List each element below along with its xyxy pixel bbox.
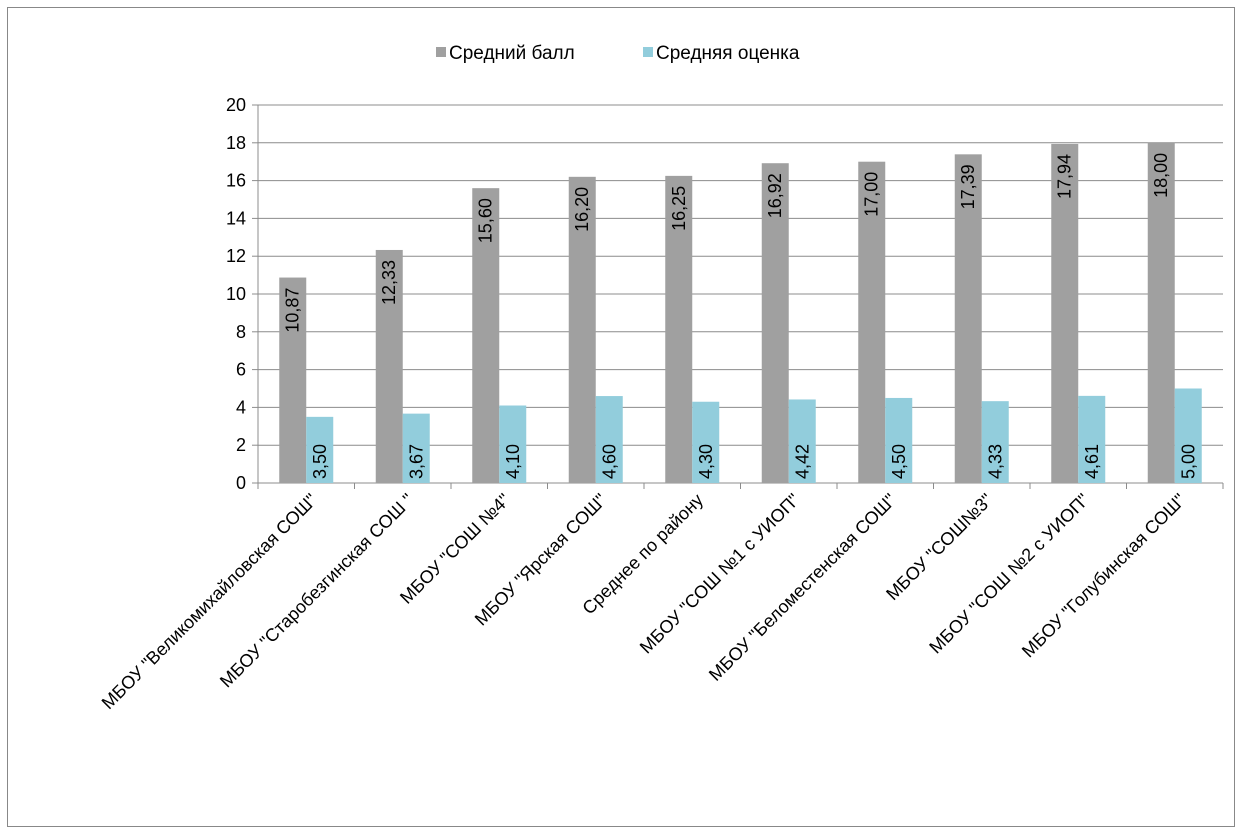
- data-label: 16,92: [765, 173, 785, 218]
- data-label: 4,10: [503, 444, 523, 479]
- data-label: 16,20: [572, 187, 592, 232]
- data-label: 4,42: [792, 444, 812, 479]
- bar-avg-score: [665, 175, 693, 483]
- y-tick-label: 4: [236, 397, 246, 417]
- bar-avg-grade: [981, 401, 1009, 483]
- bar-avg-grade: [306, 416, 334, 483]
- data-labels: 10,87 3,50 12,33 3,67 15,60 4,10 16,20 4,60 16,2…: [283, 153, 1199, 479]
- bar-avg-grade: [499, 405, 527, 483]
- bar-avg-score: [375, 249, 403, 483]
- data-label: 4,61: [1082, 444, 1102, 479]
- data-label: 4,30: [696, 444, 716, 479]
- data-label: 5,00: [1178, 444, 1198, 479]
- bar-avg-score: [1051, 143, 1079, 483]
- data-label: 17,39: [958, 164, 978, 209]
- legend: Средний балл Средняя оценка: [436, 43, 800, 64]
- bars: [279, 142, 1202, 484]
- y-tick-label: 18: [226, 133, 246, 153]
- bar-avg-score: [954, 154, 982, 484]
- y-tick-label: 12: [226, 246, 246, 266]
- bar-avg-grade: [885, 397, 913, 483]
- bar-avg-grade: [788, 399, 816, 483]
- data-label: 12,33: [379, 260, 399, 305]
- data-label: 3,50: [310, 444, 330, 479]
- data-label: 17,94: [1055, 154, 1075, 199]
- data-label: 15,60: [476, 198, 496, 243]
- y-tick-label: 14: [226, 208, 246, 228]
- y-tick-label: 0: [236, 473, 246, 493]
- bar-avg-grade: [1078, 395, 1106, 483]
- legend-label: Средняя оценка: [656, 43, 800, 64]
- legend-label: Средний балл: [449, 43, 575, 64]
- bar-avg-grade: [595, 396, 623, 483]
- y-tick-label: 20: [226, 95, 246, 115]
- legend-swatch: [436, 47, 446, 57]
- data-label: 3,67: [406, 444, 426, 479]
- bar-avg-grade: [402, 413, 430, 483]
- data-label: 16,25: [669, 186, 689, 231]
- y-tick-label: 2: [236, 435, 246, 455]
- bar-avg-score: [858, 161, 886, 483]
- bar-avg-score: [472, 188, 500, 483]
- data-label: 4,50: [889, 444, 909, 479]
- bar-avg-score: [279, 277, 307, 483]
- legend-swatch: [643, 47, 653, 57]
- bar-avg-grade: [1174, 388, 1202, 483]
- bar-avg-score: [568, 176, 596, 483]
- data-label: 18,00: [1151, 153, 1171, 198]
- bar-avg-score: [761, 163, 789, 483]
- data-label: 4,33: [985, 444, 1005, 479]
- data-label: 17,00: [862, 172, 882, 217]
- data-label: 4,60: [599, 444, 619, 479]
- y-tick-label: 8: [236, 322, 246, 342]
- y-tick-label: 6: [236, 360, 246, 380]
- data-label: 10,87: [283, 288, 303, 333]
- y-tick-label: 10: [226, 284, 246, 304]
- y-tick-label: 16: [226, 171, 246, 191]
- bar-avg-score: [1147, 142, 1175, 484]
- bar-avg-grade: [692, 401, 720, 483]
